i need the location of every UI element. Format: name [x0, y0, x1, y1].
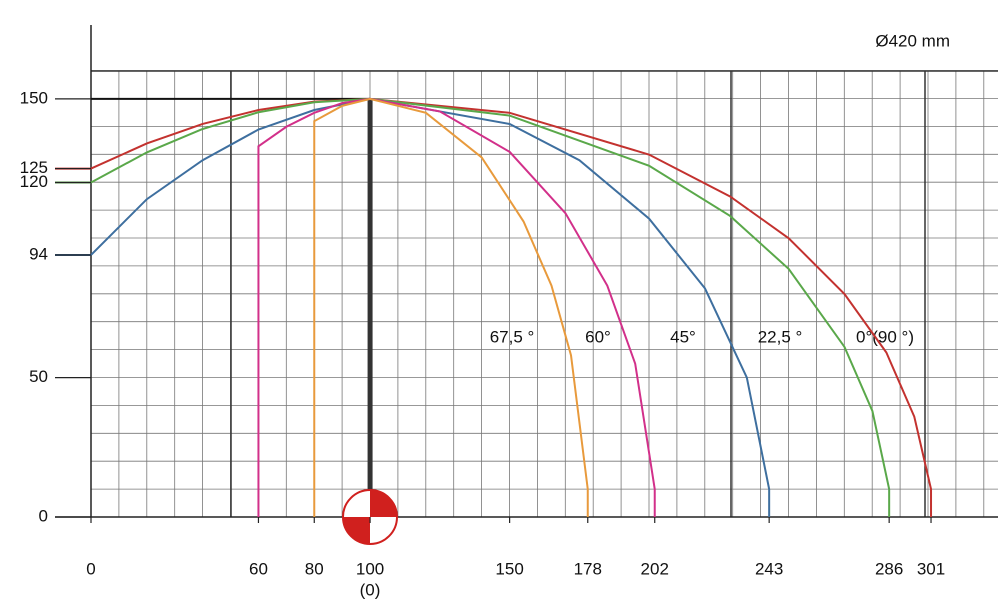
plot: [55, 97, 933, 517]
cog-quadrant: [370, 490, 397, 517]
cog-quadrant: [343, 517, 370, 544]
x-tick-label: 100: [356, 559, 384, 578]
grid: [90, 70, 998, 518]
y-tick-label: 125: [20, 158, 48, 177]
x-note: (0): [360, 580, 381, 599]
series-line: [90, 97, 771, 517]
major-grid: [91, 70, 998, 517]
y-tick-label: 150: [20, 88, 48, 107]
y-tick-label: 50: [29, 367, 48, 386]
series-line: [90, 97, 891, 517]
curve-label: 22,5 °: [758, 327, 803, 346]
x-tick-label: 178: [574, 559, 602, 578]
y-tick-label: 94: [29, 244, 48, 263]
x-tick-label: 286: [875, 559, 903, 578]
curve-label: 0°(90 °): [856, 327, 914, 346]
x-tick-label: 202: [641, 559, 669, 578]
y-tick-label: 120: [20, 172, 48, 191]
x-tick-label: 60: [249, 559, 268, 578]
series-line: [313, 97, 589, 517]
x-tick-label: 80: [305, 559, 324, 578]
curve-label: 60°: [585, 327, 611, 346]
x-tick-label: 150: [495, 559, 523, 578]
x-tick-label: 0: [86, 559, 95, 578]
x-tick-label: 243: [755, 559, 783, 578]
series-line: [90, 97, 933, 517]
series-line: [257, 97, 656, 517]
chart-title: Ø420 mm: [875, 31, 950, 50]
x-tick-label: 301: [917, 559, 945, 578]
y-tick-label: 0: [39, 506, 48, 525]
curve-label: 67,5 °: [490, 327, 535, 346]
curve-label: 45°: [670, 327, 696, 346]
